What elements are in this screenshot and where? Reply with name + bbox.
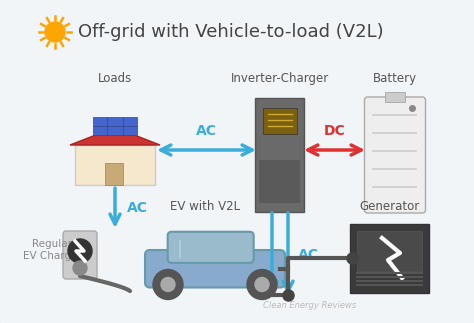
FancyBboxPatch shape (255, 98, 304, 212)
FancyBboxPatch shape (93, 117, 137, 135)
Circle shape (255, 277, 269, 291)
FancyBboxPatch shape (357, 231, 422, 270)
Text: Off-grid with Vehicle-to-load (V2L): Off-grid with Vehicle-to-load (V2L) (78, 23, 383, 41)
Text: Regular
EV Charger: Regular EV Charger (23, 239, 82, 261)
FancyBboxPatch shape (263, 108, 297, 134)
FancyBboxPatch shape (350, 224, 429, 293)
Text: AC: AC (298, 248, 319, 262)
FancyBboxPatch shape (259, 160, 301, 203)
Text: AC: AC (127, 201, 148, 215)
Circle shape (68, 239, 92, 263)
Text: EV with V2L: EV with V2L (170, 200, 240, 213)
Circle shape (73, 261, 87, 275)
FancyBboxPatch shape (168, 232, 254, 263)
Circle shape (161, 277, 175, 291)
FancyBboxPatch shape (365, 97, 426, 213)
Text: Battery: Battery (373, 72, 417, 85)
Circle shape (45, 22, 65, 42)
Text: DC: DC (324, 124, 346, 138)
FancyBboxPatch shape (105, 163, 123, 185)
FancyBboxPatch shape (385, 92, 405, 102)
Text: Clean Energy Reviews: Clean Energy Reviews (264, 301, 356, 310)
Circle shape (247, 269, 277, 299)
Text: Loads: Loads (98, 72, 132, 85)
FancyBboxPatch shape (145, 250, 285, 287)
Polygon shape (70, 128, 160, 145)
Text: AC: AC (196, 124, 217, 138)
Text: Generator: Generator (360, 200, 420, 213)
Text: Inverter-Charger: Inverter-Charger (231, 72, 329, 85)
FancyBboxPatch shape (75, 145, 155, 185)
FancyBboxPatch shape (63, 231, 97, 279)
Circle shape (153, 269, 183, 299)
